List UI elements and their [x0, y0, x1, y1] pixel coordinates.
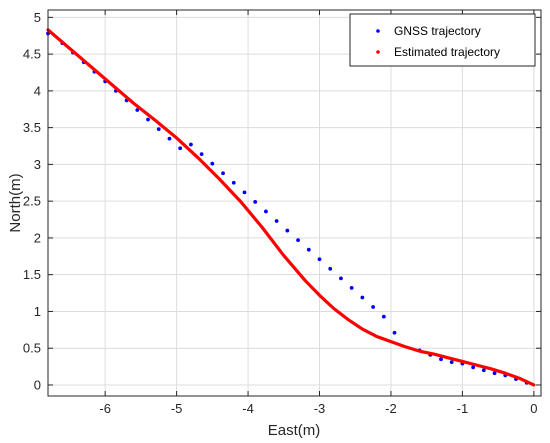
y-tick-label: 3.5 [23, 120, 41, 135]
gnss-point [381, 314, 386, 319]
y-tick-label: 1.5 [23, 267, 41, 282]
x-axis-label: East(m) [268, 422, 321, 439]
gnss-point [492, 371, 497, 376]
y-tick-label: 4.5 [23, 47, 41, 62]
gnss-point [146, 117, 150, 122]
legend-gnss-label: GNSS trajectory [394, 24, 481, 38]
gnss-point [449, 360, 454, 365]
gnss-point [360, 295, 365, 300]
gnss-point [439, 357, 443, 362]
x-tick-label: -2 [385, 401, 397, 416]
gnss-point [167, 136, 172, 141]
y-tick-label: 0.5 [23, 341, 41, 356]
gnss-point [306, 247, 311, 252]
gnss-point [242, 190, 247, 195]
axis-ticks: -6 -5 -4 -3 -2 -1 0 0 0.5 1 1.5 2 2.5 3 3.5 4 4.5 5 [23, 10, 541, 416]
gnss-point [296, 238, 300, 243]
gnss-point [339, 276, 343, 281]
x-tick-label: -4 [242, 401, 254, 416]
gnss-point [156, 127, 161, 132]
y-axis-label: North(m) [7, 173, 24, 232]
x-tick-label: -3 [314, 401, 326, 416]
gnss-point [178, 146, 183, 151]
legend: GNSS trajectory Estimated trajectory [349, 13, 536, 67]
x-tick-label: -1 [457, 401, 469, 416]
y-tick-label: 2 [34, 230, 41, 245]
gnss-point [274, 219, 279, 223]
gnss-point [349, 286, 354, 290]
gnss-point [317, 257, 322, 262]
gnss-point [199, 152, 204, 157]
gnss-point [253, 199, 258, 204]
x-tick-label: -5 [171, 401, 183, 416]
legend-gnss-marker [376, 29, 380, 33]
gnss-point [135, 108, 140, 112]
gnss-point [221, 171, 225, 176]
gnss-point [471, 365, 476, 370]
gnss-point [264, 209, 268, 214]
y-tick-label: 5 [34, 10, 41, 25]
y-tick-label: 4 [34, 83, 41, 98]
y-tick-label: 0 [34, 377, 41, 392]
gnss-point [371, 305, 375, 309]
grid-lines [48, 10, 541, 396]
plot-area-frame [47, 9, 542, 397]
gnss-point [231, 180, 236, 185]
gnss-point [481, 368, 486, 373]
gnss-point [188, 142, 193, 147]
y-tick-label: 2.5 [23, 194, 41, 209]
legend-box [349, 13, 536, 67]
series-layer [46, 28, 536, 387]
legend-estimated-label: Estimated trajectory [394, 45, 500, 59]
y-tick-label: 1 [34, 304, 41, 319]
x-tick-label: -6 [99, 401, 111, 416]
gnss-point [328, 266, 333, 271]
legend-estimated-marker [376, 50, 380, 54]
gnss-point [392, 330, 397, 335]
estimated-trajectory-line [46, 28, 536, 387]
gnss-point [285, 228, 290, 233]
x-tick-label: 0 [530, 401, 537, 416]
y-tick-label: 3 [34, 157, 41, 172]
gnss-point [210, 161, 215, 166]
